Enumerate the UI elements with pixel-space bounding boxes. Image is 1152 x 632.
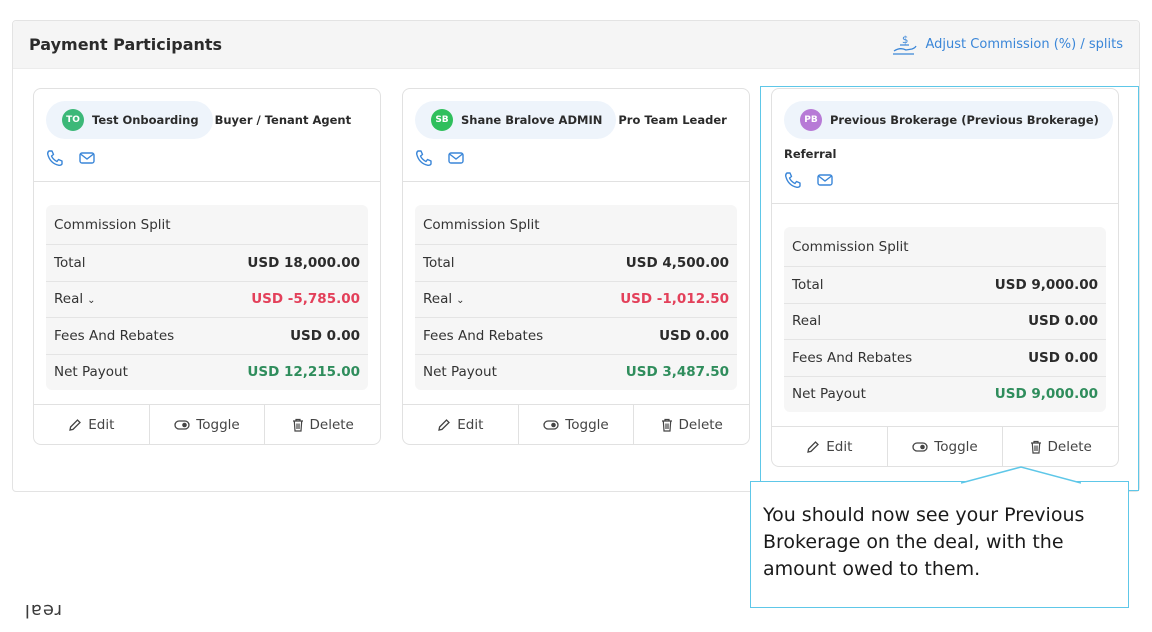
row-label-real: Real xyxy=(423,291,453,308)
commission-split-table: Commission Split Total USD 18,000.00 Real… xyxy=(46,205,368,390)
toggle-button[interactable]: Toggle xyxy=(148,405,265,444)
row-value-real: USD -5,785.00 xyxy=(251,291,360,308)
participant-pill[interactable]: PB Previous Brokerage (Previous Brokerag… xyxy=(784,101,1113,139)
avatar: PB xyxy=(800,109,822,131)
delete-button[interactable]: Delete xyxy=(264,405,380,444)
real-logo-icon: real xyxy=(24,600,62,621)
avatar: SB xyxy=(431,109,453,131)
row-label-real: Real xyxy=(792,313,822,330)
participant-card-test-onboarding: TO Test Onboarding Buyer / Tenant Agent … xyxy=(33,88,381,445)
delete-label: Delete xyxy=(678,416,723,433)
mail-icon[interactable] xyxy=(816,171,834,189)
row-label-fees: Fees And Rebates xyxy=(423,327,544,344)
row-value-net-payout: USD 9,000.00 xyxy=(994,386,1098,403)
delete-button[interactable]: Delete xyxy=(1002,427,1118,466)
avatar: TO xyxy=(62,109,84,131)
trash-icon xyxy=(661,418,673,432)
delete-label: Delete xyxy=(1047,438,1092,455)
toggle-icon xyxy=(543,419,559,431)
row-value-net-payout: USD 12,215.00 xyxy=(247,364,360,381)
delete-label: Delete xyxy=(309,416,354,433)
row-label-fees: Fees And Rebates xyxy=(54,327,175,344)
row-label-fees: Fees And Rebates xyxy=(792,349,913,366)
edit-button[interactable]: Edit xyxy=(34,405,149,444)
edit-button[interactable]: Edit xyxy=(772,427,887,466)
chevron-down-icon: ⌄ xyxy=(456,295,465,307)
edit-label: Edit xyxy=(826,438,853,455)
tooltip-text: You should now see your Previous Brokera… xyxy=(763,504,1085,580)
phone-icon[interactable] xyxy=(415,149,433,167)
participant-card-shane-bralove: SB Shane Bralove ADMIN Pro Team Leader C… xyxy=(402,88,750,445)
trash-icon xyxy=(292,418,304,432)
split-header: Commission Split xyxy=(423,216,540,233)
row-value-fees: USD 0.00 xyxy=(1028,349,1098,366)
phone-icon[interactable] xyxy=(784,171,802,189)
real-dropdown[interactable]: Real ⌄ xyxy=(54,291,96,307)
hand-dollar-icon: $ xyxy=(892,34,918,56)
row-label-total: Total xyxy=(54,254,86,271)
mail-icon[interactable] xyxy=(78,149,96,167)
row-value-total: USD 4,500.00 xyxy=(625,254,729,271)
participant-role: Buyer / Tenant Agent xyxy=(214,113,352,127)
pencil-icon xyxy=(806,440,820,454)
participant-pill[interactable]: TO Test Onboarding xyxy=(46,101,213,139)
real-dropdown[interactable]: Real ⌄ xyxy=(423,291,465,307)
adjust-commission-label: Adjust Commission (%) / splits xyxy=(925,37,1123,52)
participant-role: Referral xyxy=(784,147,837,161)
svg-text:$: $ xyxy=(902,35,908,46)
edit-label: Edit xyxy=(88,416,115,433)
participant-card-previous-brokerage: PB Previous Brokerage (Previous Brokerag… xyxy=(771,88,1119,467)
phone-icon[interactable] xyxy=(46,149,64,167)
pencil-icon xyxy=(437,418,451,432)
commission-split-table: Commission Split Total USD 4,500.00 Real ⌄… xyxy=(415,205,737,390)
pencil-icon xyxy=(68,418,82,432)
participant-name: Previous Brokerage (Previous Brokerage) xyxy=(830,113,1099,127)
participant-role: Pro Team Leader xyxy=(618,113,727,127)
mail-icon[interactable] xyxy=(447,149,465,167)
row-value-total: USD 18,000.00 xyxy=(247,254,360,271)
edit-label: Edit xyxy=(457,416,484,433)
toggle-button[interactable]: Toggle xyxy=(517,405,634,444)
commission-split-table: Commission Split Total USD 9,000.00 Real U… xyxy=(784,227,1106,412)
toggle-button[interactable]: Toggle xyxy=(886,427,1003,466)
toggle-label: Toggle xyxy=(196,416,240,433)
chevron-down-icon: ⌄ xyxy=(87,295,96,307)
row-value-real: USD -1,012.50 xyxy=(620,291,729,308)
toggle-label: Toggle xyxy=(565,416,609,433)
row-value-net-payout: USD 3,487.50 xyxy=(625,364,729,381)
participant-name: Test Onboarding xyxy=(92,113,199,127)
panel-header: Payment Participants $ Adjust Commission… xyxy=(13,21,1139,69)
delete-button[interactable]: Delete xyxy=(633,405,749,444)
trash-icon xyxy=(1030,440,1042,454)
participant-pill[interactable]: SB Shane Bralove ADMIN xyxy=(415,101,617,139)
row-value-total: USD 9,000.00 xyxy=(994,276,1098,293)
split-header: Commission Split xyxy=(792,238,909,255)
row-value-fees: USD 0.00 xyxy=(659,327,729,344)
tutorial-tooltip: You should now see your Previous Brokera… xyxy=(750,466,1129,608)
split-header: Commission Split xyxy=(54,216,171,233)
row-label-total: Total xyxy=(792,276,824,293)
row-value-fees: USD 0.00 xyxy=(290,327,360,344)
row-label-net-payout: Net Payout xyxy=(423,364,497,381)
participant-name: Shane Bralove ADMIN xyxy=(461,113,603,127)
svg-text:real: real xyxy=(24,600,62,620)
toggle-icon xyxy=(912,441,928,453)
panel-title: Payment Participants xyxy=(29,35,223,54)
row-label-total: Total xyxy=(423,254,455,271)
brand-logo: real xyxy=(14,600,64,625)
row-value-real: USD 0.00 xyxy=(1028,313,1098,330)
toggle-label: Toggle xyxy=(934,438,978,455)
row-label-real: Real xyxy=(54,291,84,308)
toggle-icon xyxy=(174,419,190,431)
tooltip-pointer xyxy=(961,466,1081,484)
row-label-net-payout: Net Payout xyxy=(792,386,866,403)
adjust-commission-link[interactable]: $ Adjust Commission (%) / splits xyxy=(892,34,1123,56)
row-label-net-payout: Net Payout xyxy=(54,364,128,381)
edit-button[interactable]: Edit xyxy=(403,405,518,444)
